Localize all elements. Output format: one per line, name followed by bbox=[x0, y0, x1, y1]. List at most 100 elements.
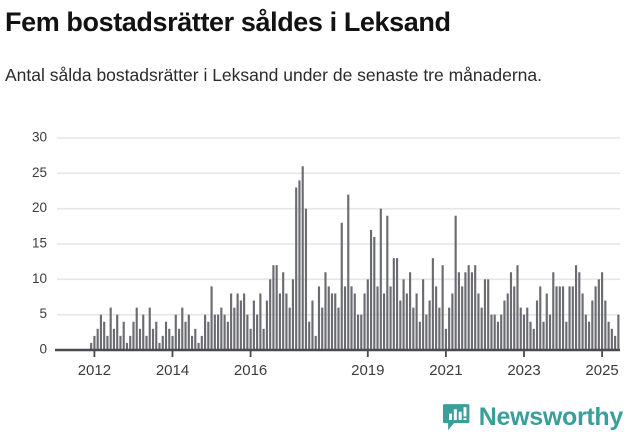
bar bbox=[451, 293, 454, 350]
bar bbox=[422, 279, 425, 350]
bar bbox=[164, 321, 168, 350]
bar bbox=[373, 236, 376, 350]
bar bbox=[129, 335, 132, 350]
bar bbox=[500, 314, 503, 350]
bar bbox=[366, 279, 369, 350]
bar bbox=[295, 187, 298, 350]
bar bbox=[145, 335, 148, 350]
bar bbox=[552, 272, 555, 350]
bar bbox=[532, 328, 535, 350]
bar bbox=[330, 293, 334, 350]
bar bbox=[197, 342, 200, 350]
bar bbox=[223, 314, 226, 350]
page-title: Fem bostadsrätter såldes i Leksand bbox=[5, 7, 451, 37]
bar bbox=[343, 286, 347, 350]
bar bbox=[168, 328, 171, 350]
bar bbox=[477, 293, 480, 350]
y-axis-tick-label: 20 bbox=[32, 200, 47, 215]
bar bbox=[207, 321, 210, 350]
bar bbox=[122, 321, 125, 350]
bar bbox=[249, 328, 252, 350]
bar bbox=[236, 293, 239, 350]
y-axis-tick-label: 30 bbox=[32, 130, 47, 145]
bar bbox=[610, 328, 613, 350]
bar bbox=[275, 265, 278, 350]
bar bbox=[184, 321, 187, 350]
bar bbox=[581, 293, 584, 350]
bar bbox=[542, 321, 545, 350]
bar bbox=[138, 328, 142, 350]
bar bbox=[99, 314, 103, 350]
bar bbox=[353, 293, 356, 350]
bar bbox=[496, 321, 500, 350]
chart-plot-area: 0 5 10 15 20 25 30 2012 2014 2016 2019 2021 2023 202… bbox=[0, 125, 631, 387]
chart-subtitle: Antal sålda bostadsrätter i Leksand unde… bbox=[5, 65, 543, 85]
bar bbox=[204, 314, 207, 350]
bar bbox=[412, 307, 415, 350]
bar bbox=[116, 314, 119, 350]
bar bbox=[262, 328, 265, 350]
bar bbox=[444, 328, 447, 350]
bar bbox=[174, 314, 177, 350]
bar bbox=[516, 265, 519, 350]
x-axis-tick-label: 2023 bbox=[507, 362, 540, 379]
x-axis-tick-label: 2014 bbox=[156, 362, 189, 379]
bar bbox=[308, 321, 311, 350]
bar bbox=[233, 307, 236, 350]
bar bbox=[304, 208, 308, 350]
bar bbox=[259, 293, 262, 350]
bar-chart-speech-bubble-icon bbox=[442, 404, 470, 431]
bar bbox=[513, 286, 516, 350]
bar bbox=[392, 258, 395, 350]
bar bbox=[317, 286, 321, 350]
bar bbox=[568, 286, 571, 350]
bar bbox=[314, 335, 317, 350]
bar bbox=[382, 293, 386, 350]
bar bbox=[571, 286, 574, 350]
bar bbox=[272, 265, 275, 350]
bar bbox=[350, 286, 353, 350]
bar bbox=[604, 300, 607, 350]
bar bbox=[106, 335, 109, 350]
bar bbox=[522, 314, 526, 350]
bar bbox=[578, 272, 581, 350]
bar bbox=[591, 300, 594, 350]
bar bbox=[96, 328, 99, 350]
bar bbox=[379, 208, 382, 350]
bar bbox=[337, 307, 340, 350]
bar bbox=[561, 286, 565, 350]
bar bbox=[324, 272, 327, 350]
bar bbox=[103, 321, 106, 350]
bar bbox=[487, 279, 490, 350]
bar bbox=[490, 314, 493, 350]
bar bbox=[243, 293, 246, 350]
bar bbox=[142, 314, 145, 350]
gridlines-group bbox=[57, 137, 620, 316]
bar bbox=[617, 314, 620, 350]
bar bbox=[464, 272, 467, 350]
newsworthy-logo[interactable]: Newsworthy bbox=[442, 402, 623, 433]
bar bbox=[347, 194, 350, 350]
bar bbox=[438, 307, 441, 350]
bar bbox=[506, 293, 509, 350]
bar bbox=[190, 335, 194, 350]
bar bbox=[386, 215, 389, 350]
x-axis-tick-label: 2021 bbox=[429, 362, 462, 379]
bar bbox=[558, 286, 561, 350]
bar bbox=[291, 279, 295, 350]
bar bbox=[220, 307, 223, 350]
y-axis-tick-labels: 0 5 10 15 20 25 30 bbox=[32, 130, 47, 357]
bar bbox=[278, 293, 281, 350]
bar bbox=[301, 166, 304, 350]
bar bbox=[548, 314, 552, 350]
bar bbox=[311, 300, 314, 350]
bar bbox=[269, 279, 272, 350]
bar bbox=[431, 258, 434, 350]
bar bbox=[360, 314, 363, 350]
bar bbox=[474, 265, 477, 350]
bar bbox=[448, 307, 451, 350]
bar bbox=[503, 300, 506, 350]
bar bbox=[461, 286, 464, 350]
bar bbox=[217, 314, 220, 350]
